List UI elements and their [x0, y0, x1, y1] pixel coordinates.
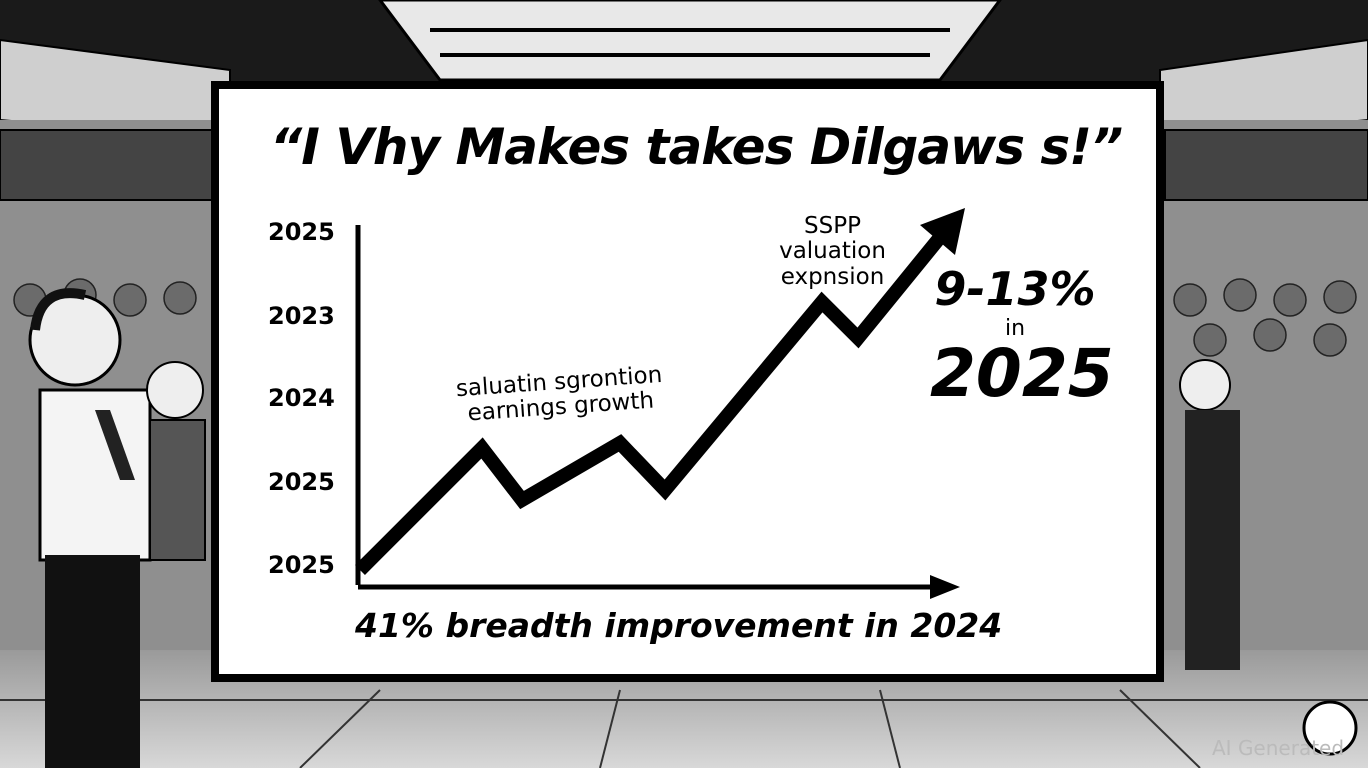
watermark: AI Generated: [1212, 736, 1345, 760]
billboard-title: “I Vhy Makes takes Dilgaws s!”: [270, 118, 1123, 176]
woman-figure: [146, 361, 206, 561]
crowd: [13, 278, 1357, 357]
annotation-line: expnsion: [780, 263, 885, 290]
ticker-board: [0, 129, 216, 201]
arrow-head: [920, 208, 965, 255]
trend-line: [355, 220, 956, 575]
y-label: 2025: [268, 551, 335, 579]
y-label: 2025: [268, 468, 335, 496]
y-label: 2023: [268, 302, 335, 330]
ticker-board: [1164, 129, 1368, 201]
ceiling-light: [378, 0, 1002, 82]
side-note-in: in: [1004, 316, 1026, 341]
billboard-footer: 41% breadth improvement in 2024: [355, 606, 1003, 645]
logo: [1302, 700, 1358, 756]
annotation-line: valuation: [779, 238, 886, 265]
upper-annotation: SSPP valuation expnsion: [775, 213, 890, 290]
billboard: [211, 81, 1164, 682]
man-figure: [28, 288, 152, 768]
side-note-year: 2025: [930, 335, 1114, 412]
side-note: 9-13% in 2025: [930, 262, 1114, 412]
man-right-figure: [1179, 359, 1240, 670]
y-label: 2024: [268, 384, 335, 412]
annotation-line: SSPP: [804, 213, 861, 239]
y-label: 2025: [268, 218, 335, 246]
side-note-range: 9-13%: [934, 262, 1096, 316]
